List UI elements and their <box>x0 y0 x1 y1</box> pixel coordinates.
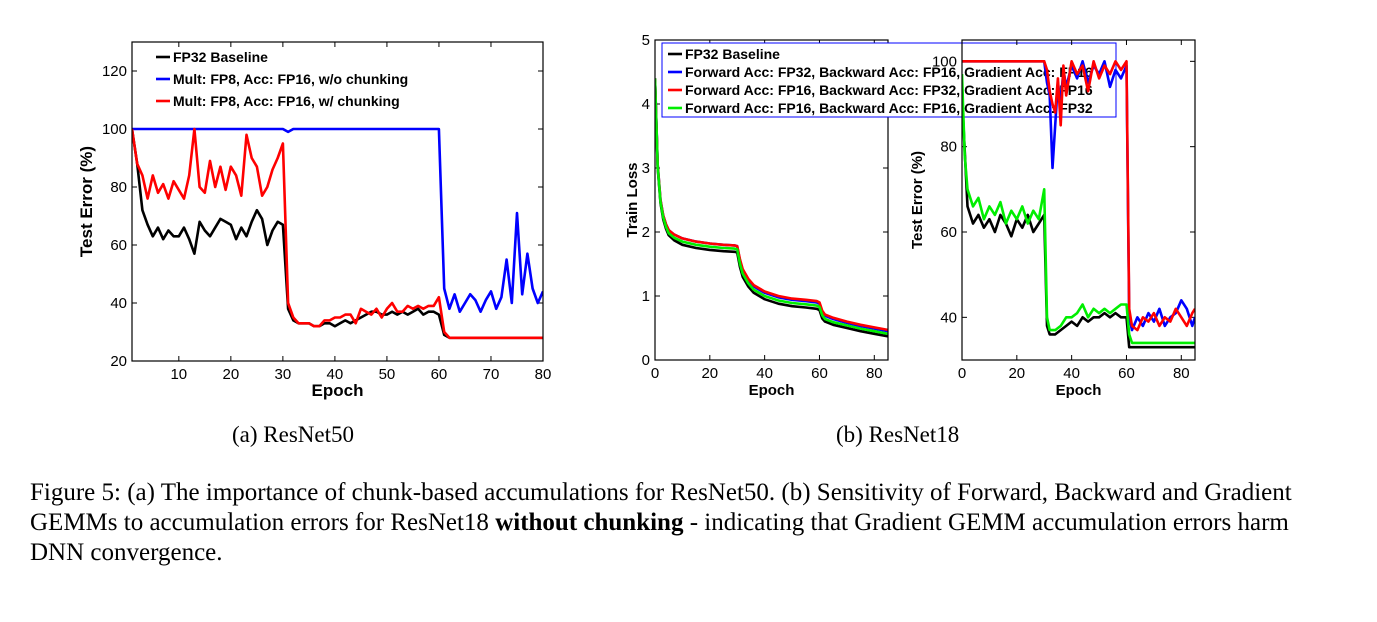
x-tick-label: 60 <box>1118 365 1135 382</box>
legend-box <box>661 42 1117 118</box>
caption-bold: without chunking <box>495 509 684 536</box>
chart-3: 0 20 40 60 80 40 60 80 100 Epoch Test Error (%) <box>909 39 1196 399</box>
x-axis-label: Epoch <box>312 381 364 400</box>
x-tick-label: 30 <box>275 366 292 383</box>
plot-frame <box>961 39 1196 361</box>
plot-frame <box>654 39 889 361</box>
series-line-3 <box>962 59 1195 332</box>
x-tick-label: 80 <box>535 366 552 383</box>
subcaption-b: (b) ResNet18 <box>836 422 960 447</box>
x-tick-label: 40 <box>756 365 773 382</box>
y-tick-label: 40 <box>110 295 127 312</box>
x-tick-label: 10 <box>170 366 187 383</box>
y-axis-label: Test Error (%) <box>909 151 926 249</box>
x-tick-label: 20 <box>1008 365 1025 382</box>
figure-caption: Figure 5: (a) The importance of chunk-ba… <box>30 478 1340 568</box>
y-tick-label: 100 <box>932 53 957 70</box>
y-axis-label: Test Error (%) <box>77 146 96 257</box>
legend: FP32 Baseline Mult: FP8, Acc: FP16, w/o c… <box>156 49 408 109</box>
y-tick-label: 100 <box>102 121 127 138</box>
x-tick-label: 60 <box>431 366 448 383</box>
y-tick-label: 60 <box>940 224 957 241</box>
caption-text-2: - indicating that Gradient GEMM accumula… <box>30 509 1289 566</box>
legend-label: Mult: FP8, Acc: FP16, w/ chunking <box>173 93 400 109</box>
x-tick-label: 80 <box>1173 365 1190 382</box>
x-tick-label: 20 <box>701 365 718 382</box>
legend-label: FP32 Baseline <box>173 49 268 65</box>
y-tick-label: 80 <box>110 179 127 196</box>
series-line-2 <box>132 127 543 314</box>
chart-2: 0 20 40 60 80 0 1 2 3 4 5 Epoch Train Loss <box>624 32 889 399</box>
series-line-1 <box>132 128 543 340</box>
x-tick-label: 40 <box>327 366 344 383</box>
chart-1: 10 20 30 40 50 60 70 80 20 40 60 80 100 120 Epoch Test … <box>77 41 552 400</box>
x-tick-label: 0 <box>958 365 966 382</box>
legend-label: Forward Acc: FP16, Backward Acc: FP16, G… <box>685 100 1093 116</box>
y-tick-label: 60 <box>110 237 127 254</box>
x-axis-label: Epoch <box>1056 382 1102 399</box>
legend-label: Forward Acc: FP32, Backward Acc: FP16, G… <box>685 64 1093 80</box>
y-tick-label: 5 <box>642 32 650 49</box>
y-tick-label: 20 <box>110 353 127 370</box>
x-tick-label: 80 <box>866 365 883 382</box>
legend: FP32 Baseline Forward Acc: FP32, Backward… <box>661 42 1117 118</box>
legend-label: Forward Acc: FP16, Backward Acc: FP32, G… <box>685 82 1093 98</box>
series-line-4 <box>962 74 1195 345</box>
series-line-3 <box>132 127 543 340</box>
x-tick-label: 20 <box>223 366 240 383</box>
figure-canvas: 10 20 30 40 50 60 70 8020406080100120EpochTest … <box>77 32 1196 400</box>
y-axis-label: Train Loss <box>624 162 641 237</box>
y-tick-label: 4 <box>642 96 650 113</box>
y-tick-label: 2 <box>642 224 650 241</box>
x-tick-label: 60 <box>811 365 828 382</box>
caption-text-1: Figure 5: (a) The importance of chunk-ba… <box>30 479 1292 536</box>
x-axis-label: Epoch <box>749 382 795 399</box>
y-tick-label: 1 <box>642 288 650 305</box>
x-tick-label: 70 <box>483 366 500 383</box>
y-tick-label: 80 <box>940 139 957 156</box>
y-tick-label: 40 <box>940 309 957 326</box>
y-tick-label: 3 <box>642 160 650 177</box>
plot-frame <box>131 41 544 362</box>
x-tick-label: 0 <box>651 365 659 382</box>
y-tick-label: 0 <box>642 352 650 369</box>
x-tick-label: 40 <box>1063 365 1080 382</box>
y-tick-label: 120 <box>102 63 127 80</box>
subcaption-a: (a) ResNet50 <box>232 422 354 447</box>
legend-label: FP32 Baseline <box>685 46 780 62</box>
series-line-4 <box>655 78 888 336</box>
x-tick-label: 50 <box>379 366 396 383</box>
series-line-1 <box>962 95 1195 349</box>
legend-label: Mult: FP8, Acc: FP16, w/o chunking <box>173 71 408 87</box>
